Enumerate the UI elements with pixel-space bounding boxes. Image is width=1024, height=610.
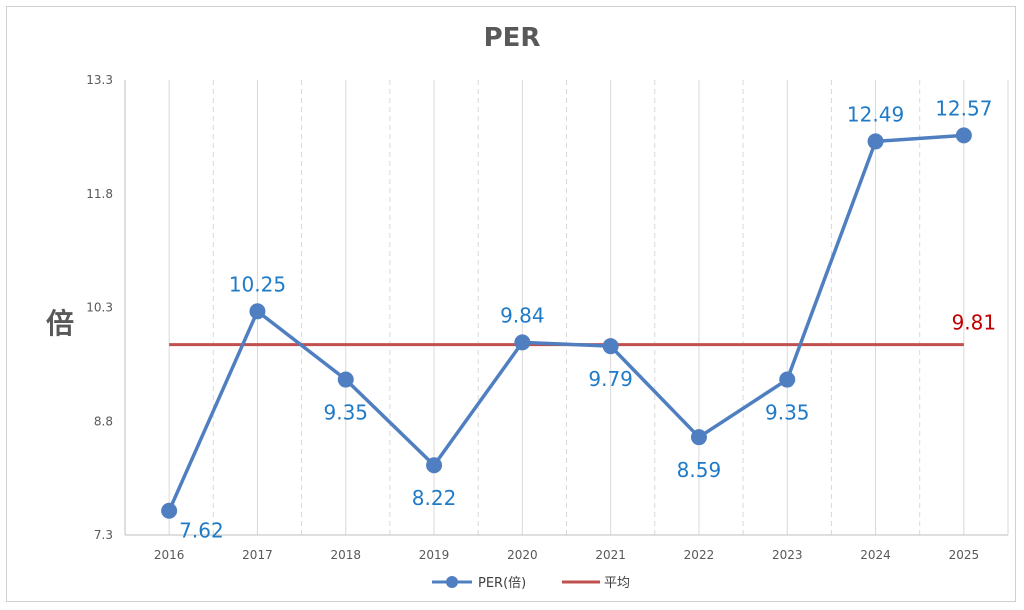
per-data-point	[955, 127, 972, 144]
x-tick-label: 2017	[242, 548, 273, 562]
per-data-label: 12.57	[935, 96, 992, 120]
x-tick-label: 2018	[330, 548, 361, 562]
per-data-label: 8.59	[677, 458, 722, 482]
per-data-label: 10.25	[229, 272, 286, 296]
chart-title: PER	[484, 23, 541, 53]
per-series-line	[167, 133, 964, 512]
legend-per-label: PER(倍)	[478, 576, 526, 591]
x-tick-label: 2023	[772, 548, 803, 562]
per-data-point	[249, 303, 266, 320]
y-axis-label: 倍	[46, 307, 74, 340]
x-tick-label: 2019	[419, 548, 450, 562]
per-data-label: 12.49	[847, 102, 904, 126]
per-data-point	[779, 371, 796, 388]
gridlines	[168, 80, 965, 535]
y-tick-label: 7.3	[94, 528, 113, 542]
legend: PER(倍) 平均	[432, 576, 630, 591]
x-tick-label: 2021	[595, 548, 626, 562]
x-tick-label: 2020	[507, 548, 538, 562]
x-tick-label: 2025	[949, 548, 980, 562]
data-labels: 7.62 10.25 9.35 8.22 9.84 9.79 8.59 9.35 12.49 12…	[179, 96, 996, 542]
per-data-label: 7.62	[179, 519, 224, 543]
y-tick-label: 13.3	[86, 73, 113, 87]
axes	[124, 80, 1009, 536]
per-data-label: 9.84	[500, 303, 545, 327]
per-data-point	[161, 502, 178, 519]
per-data-label: 8.22	[412, 486, 457, 510]
per-data-label: 9.79	[588, 367, 633, 391]
legend-avg-label: 平均	[604, 576, 630, 591]
per-data-label: 9.35	[323, 401, 368, 425]
x-tick-label: 2016	[154, 548, 185, 562]
series-layer	[161, 127, 972, 519]
y-tick-labels: 13.3 11.8 10.3 8.8 7.3	[86, 73, 113, 542]
legend-per-swatch-marker	[446, 576, 458, 588]
per-data-point	[602, 338, 619, 355]
average-data-label: 9.81	[952, 311, 997, 335]
per-data-point	[690, 429, 707, 446]
per-data-label: 9.35	[765, 401, 810, 425]
per-data-point	[867, 133, 884, 150]
y-tick-label: 10.3	[86, 301, 113, 315]
y-tick-label: 8.8	[94, 414, 113, 428]
per-data-point	[426, 457, 443, 474]
x-tick-label: 2022	[684, 548, 715, 562]
per-data-point	[514, 334, 531, 351]
per-data-point	[337, 371, 354, 388]
y-tick-label: 11.8	[86, 187, 113, 201]
x-tick-labels: 2016 2017 2018 2019 2020 2021 2022 2023 2024 2025	[154, 548, 979, 562]
x-tick-label: 2024	[860, 548, 891, 562]
